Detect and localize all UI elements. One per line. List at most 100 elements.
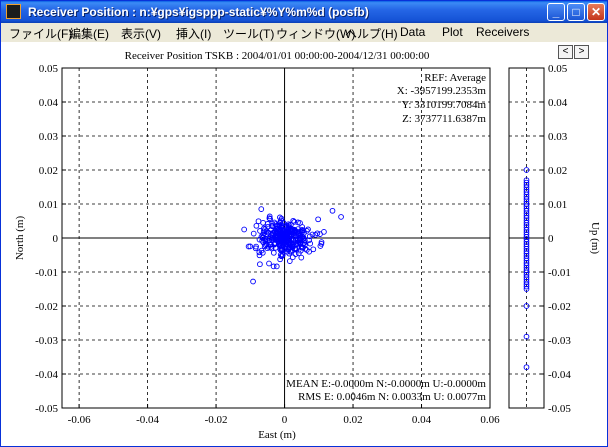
position-point <box>297 220 303 226</box>
position-point <box>266 213 273 220</box>
position-point <box>261 225 267 232</box>
up-grid <box>509 68 544 408</box>
menu-data[interactable]: Data <box>400 25 426 39</box>
y-tick-label: -0.05 <box>35 403 58 415</box>
position-point <box>263 231 270 237</box>
position-point <box>278 222 285 229</box>
y-tick-label: -0.03 <box>35 335 58 347</box>
menu-window[interactable]: ウィンドウ(W) <box>276 27 356 41</box>
up-ticks: 0.05 0.04 0.03 0.02 0.01 0 -0.01 -0.02 -0.03 -0.0… <box>540 63 571 415</box>
position-point <box>276 235 283 242</box>
position-point <box>258 206 265 212</box>
position-point <box>260 232 266 238</box>
position-point <box>270 249 277 256</box>
maximize-button[interactable]: □ <box>567 3 585 21</box>
position-point <box>257 228 263 234</box>
y-tick-label: -0.04 <box>35 369 58 381</box>
x-tick-label: -0.04 <box>136 414 159 426</box>
rms-stats: RMS E: 0.0046m N: 0.0033m U: 0.0077m <box>298 391 486 403</box>
position-point <box>270 229 276 236</box>
up-tick-label: -0.04 <box>548 369 571 381</box>
ref-z: Z: 3737711.6387m <box>402 113 486 125</box>
ref-x: X: -3957199.2353m <box>397 85 487 97</box>
menu-tools[interactable]: ツール(T) <box>223 27 275 41</box>
position-point <box>253 222 260 229</box>
title-bar[interactable]: Receiver Position : n:¥gps¥igsppp-static… <box>1 1 607 23</box>
position-point <box>300 235 307 242</box>
position-point <box>277 256 283 263</box>
position-point <box>278 246 285 253</box>
position-point <box>329 207 336 214</box>
position-point <box>286 250 293 257</box>
position-point <box>262 242 269 249</box>
position-point <box>252 245 259 252</box>
position-point <box>245 243 252 250</box>
position-point <box>266 260 272 267</box>
menu-help[interactable]: ヘルプ(H) <box>345 27 398 41</box>
chart-title: Receiver Position TSKB : 2004/01/01 00:0… <box>125 50 430 62</box>
up-tick-label: -0.02 <box>548 301 571 313</box>
position-point <box>272 221 279 227</box>
position-point <box>305 226 311 233</box>
position-point <box>306 237 312 244</box>
position-point <box>291 219 298 225</box>
position-point <box>256 249 263 256</box>
up-point <box>523 179 530 186</box>
up-tick-label: 0 <box>548 233 554 245</box>
up-point <box>523 364 530 371</box>
x-tick-label: -0.02 <box>205 414 228 426</box>
position-point <box>285 221 292 228</box>
up-tick-label: 0.02 <box>548 165 567 177</box>
chart-svg: Receiver Position TSKB : 2004/01/01 00:0… <box>14 50 601 441</box>
position-point <box>304 228 310 234</box>
y-axis-label: North (m) <box>14 216 26 261</box>
position-point <box>286 258 293 264</box>
menu-file[interactable]: ファイル(F) <box>9 27 73 41</box>
position-point <box>309 231 316 238</box>
position-point <box>283 244 290 251</box>
window-title: Receiver Position : n:¥gps¥igsppp-static… <box>28 5 369 19</box>
position-point <box>310 246 317 253</box>
matlab-icon <box>6 4 21 19</box>
position-point <box>255 218 262 225</box>
position-point <box>295 250 302 257</box>
menu-edit[interactable]: 編集(E) <box>69 27 109 41</box>
prev-button[interactable]: < <box>558 45 573 59</box>
menu-plot[interactable]: Plot <box>442 25 463 39</box>
position-point <box>261 243 268 250</box>
position-point <box>278 225 285 231</box>
up-point <box>523 333 530 340</box>
y-tick-label: 0.01 <box>39 199 58 211</box>
position-point <box>241 226 248 233</box>
position-point <box>274 230 281 237</box>
main-ticks: -0.06 -0.04 -0.02 0 0.02 0.04 0.06 0.05 0.04 0.03… <box>35 63 500 426</box>
next-button[interactable]: > <box>574 45 589 59</box>
figure-canvas <box>1 42 607 446</box>
up-axis-label: Up (m) <box>589 222 601 254</box>
position-point <box>290 217 297 224</box>
main-points <box>241 206 344 285</box>
up-points <box>523 167 530 371</box>
menu-insert[interactable]: 挿入(I) <box>176 27 212 41</box>
menu-view[interactable]: 表示(V) <box>121 27 161 41</box>
position-point <box>270 263 277 270</box>
ref-label: REF: Average <box>424 72 486 84</box>
mean-stats: MEAN E:-0.0000m N:-0.0000m U:-0.0000m <box>286 378 486 390</box>
x-tick-label: -0.06 <box>68 414 91 426</box>
position-point <box>321 229 327 235</box>
up-tick-label: 0.05 <box>548 63 568 75</box>
menu-receivers[interactable]: Receivers <box>476 25 530 39</box>
close-button[interactable]: ✕ <box>587 3 605 21</box>
x-tick-label: 0.04 <box>412 414 432 426</box>
position-point <box>259 249 266 256</box>
up-point <box>523 303 530 309</box>
minimize-button[interactable]: _ <box>547 3 565 21</box>
up-tick-label: -0.03 <box>548 335 571 347</box>
position-point <box>250 278 256 285</box>
y-tick-label: 0.05 <box>39 63 59 75</box>
position-point <box>260 219 266 226</box>
position-point <box>289 247 296 254</box>
position-point <box>287 226 293 233</box>
up-point <box>523 167 530 173</box>
